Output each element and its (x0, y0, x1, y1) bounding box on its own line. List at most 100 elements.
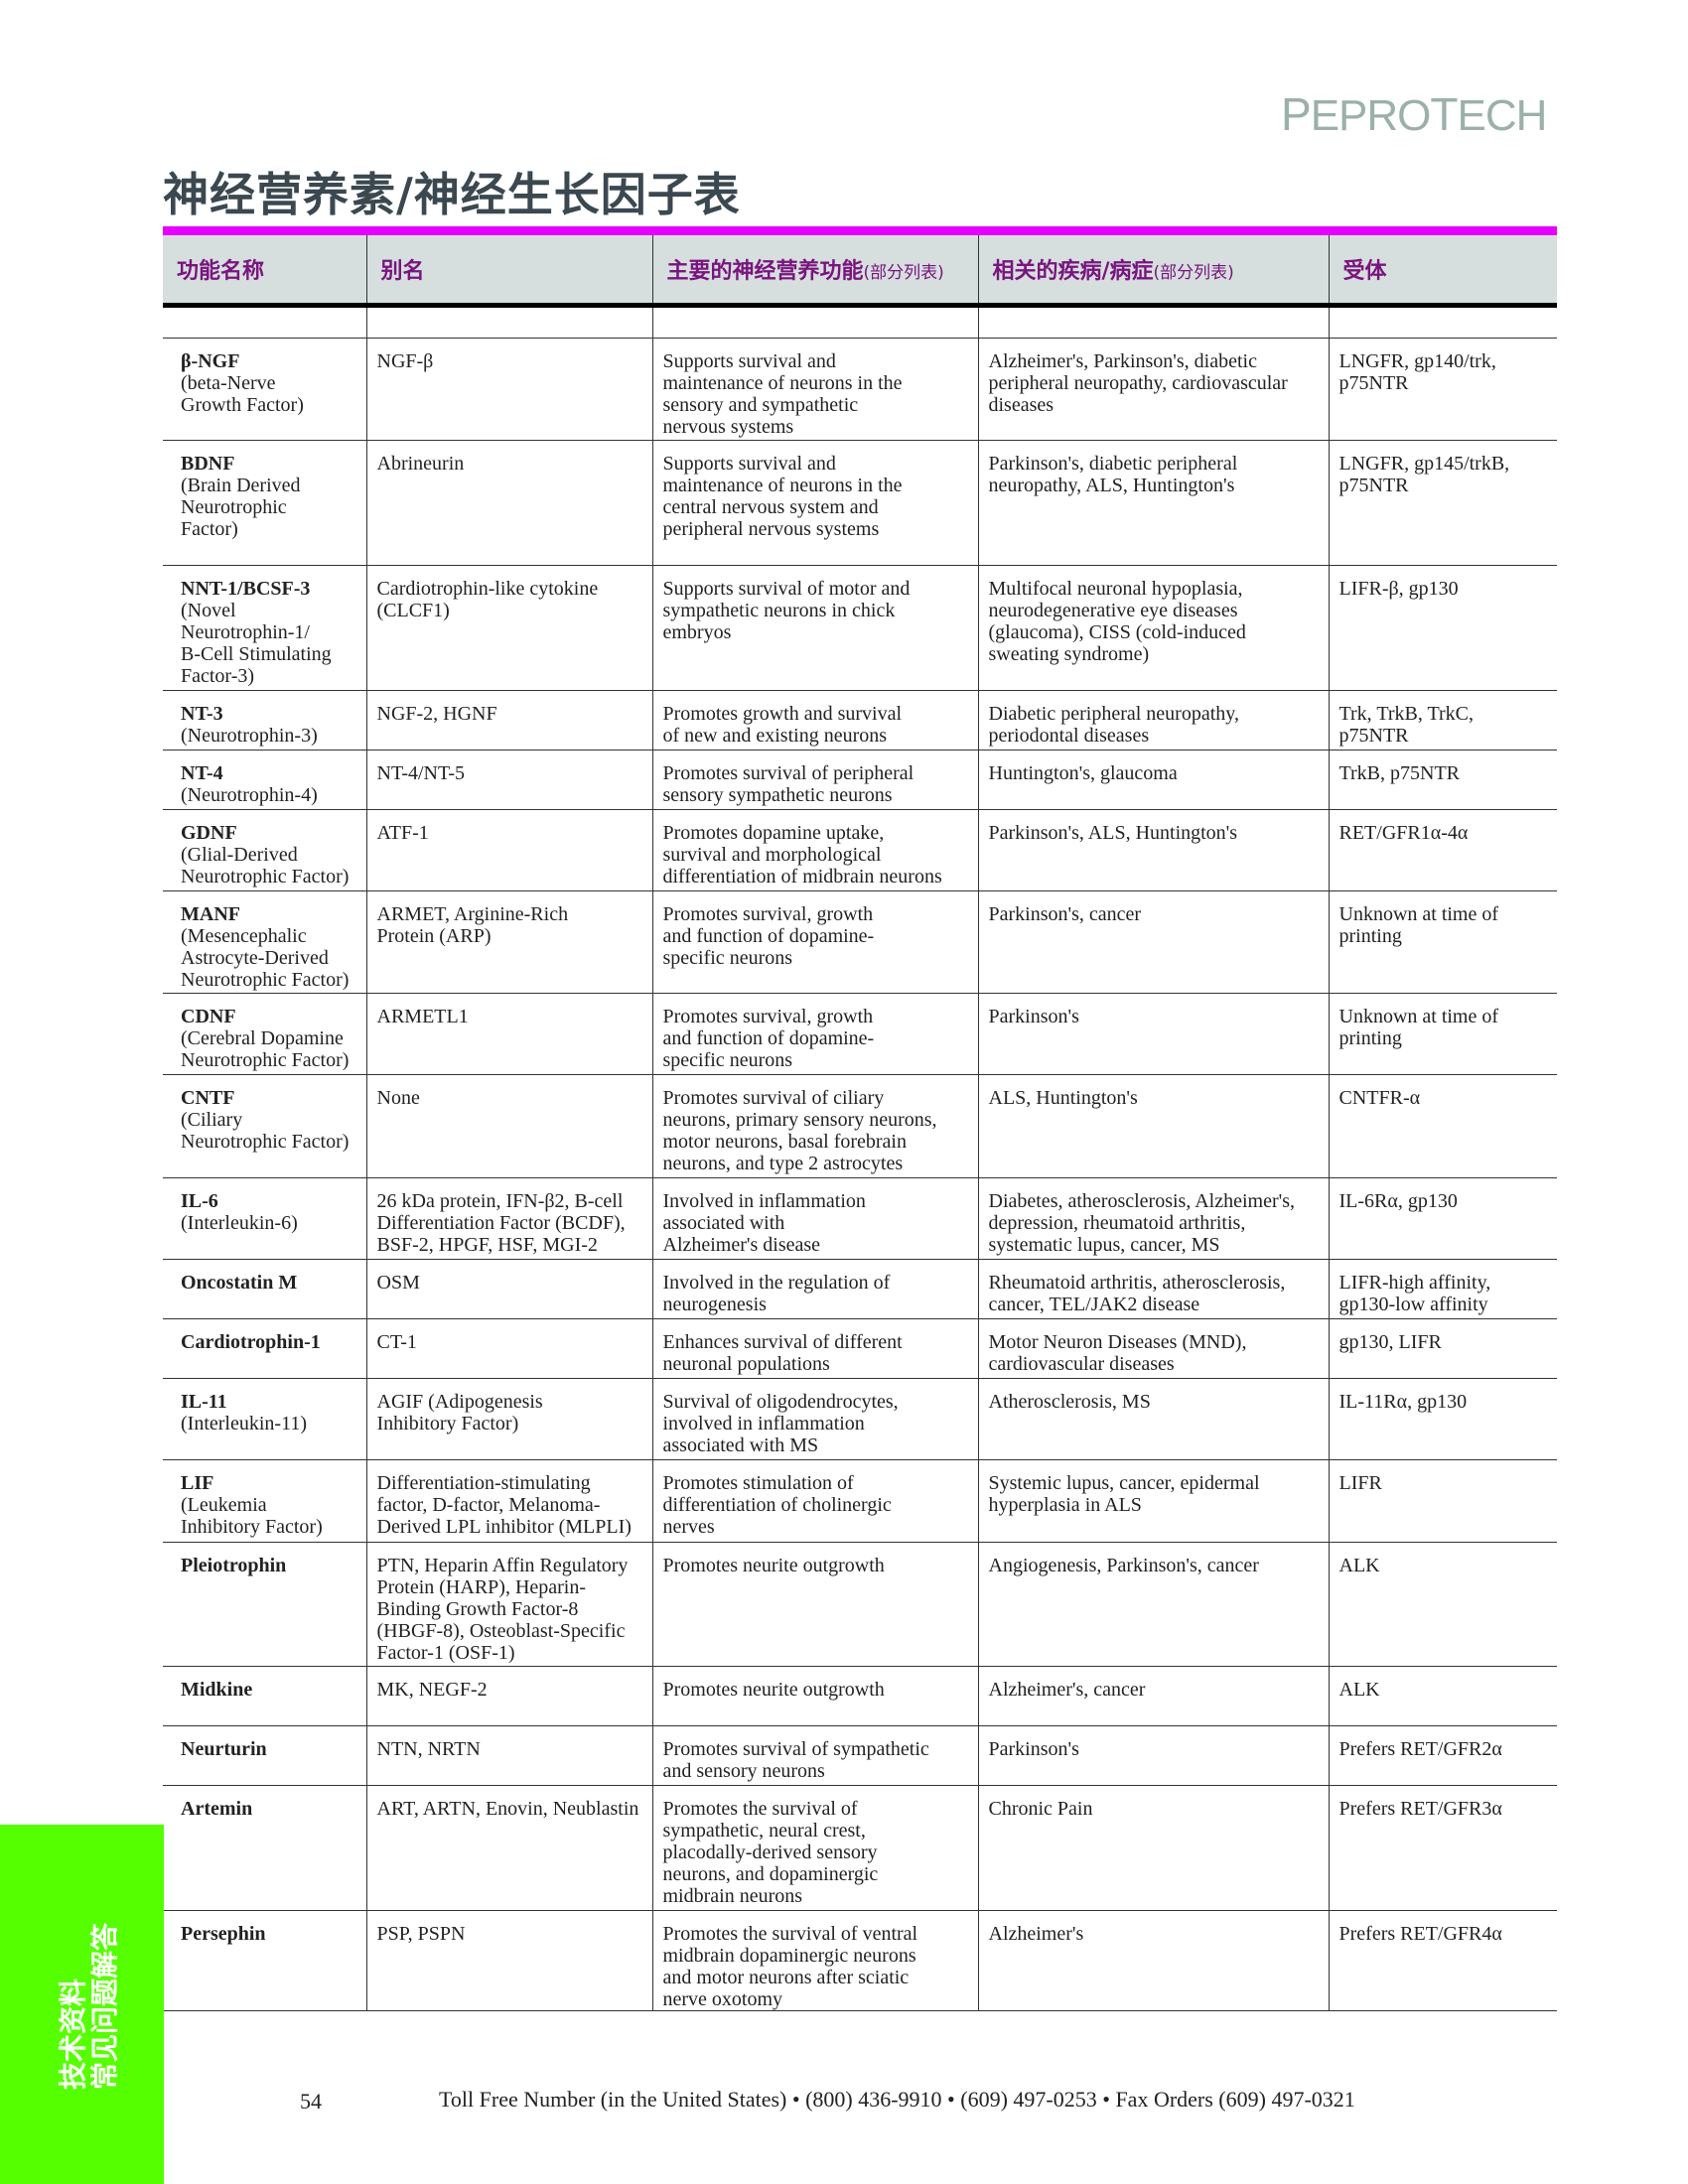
factor-full-name: (Ciliary Neurotrophic Factor) (181, 1109, 350, 1153)
cell-factor-name: NT-3 (Neurotrophin-3) (163, 690, 366, 751)
cell-factor-name: Oncostatin M (163, 1259, 366, 1319)
header-receptor: 受体 (1328, 235, 1557, 308)
page-title: 神经营养素/神经生长因子表 (163, 168, 741, 221)
cell-disease: Alzheimer's, Parkinson's, diabetic perip… (977, 338, 1329, 441)
cell-function: Supports survival and maintenance of neu… (651, 440, 978, 566)
cell-factor-name: IL-6 (Interleukin-6) (163, 1177, 366, 1260)
cell-function: Supports survival and maintenance of neu… (651, 338, 978, 441)
cell-disease: Multifocal neuronal hypoplasia, neurodeg… (977, 565, 1329, 691)
page-number: 54 (300, 2089, 322, 2114)
cell-receptor: LIFR (1328, 1459, 1557, 1543)
cell-factor-name: Midkine (163, 1666, 366, 1726)
factor-abbrev: NT-4 (181, 762, 223, 784)
table-row: NT-4 (Neurotrophin-4) NT-4/NT-5 Promotes s… (163, 750, 1557, 810)
cell-factor-name: MANF (Mesencephalic Astrocyte-Derived Ne… (163, 890, 366, 994)
cell-alias: None (365, 1074, 652, 1178)
factor-abbrev: IL-11 (181, 1391, 227, 1413)
neurotrophin-table: 功能名称 别名 主要的神经营养功能(部分列表) 相关的疾病/病症(部分列表) 受… (163, 235, 1557, 2011)
cell-factor-name: BDNF (Brain Derived Neurotrophic Factor) (163, 440, 366, 566)
cell-factor-name: Artemin (163, 1785, 366, 1911)
factor-full-name: (Leukemia Inhibitory Factor) (181, 1494, 323, 1538)
header-note: (部分列表) (863, 263, 944, 283)
cell-disease: Parkinson's, cancer (977, 890, 1329, 994)
cell-factor-name: Cardiotrophin-1 (163, 1318, 366, 1379)
cell-factor-name: Pleiotrophin (163, 1542, 366, 1667)
cell-receptor: Unknown at time of printing (1328, 993, 1557, 1075)
cell-disease: Huntington's, glaucoma (977, 750, 1329, 810)
cell-disease: Parkinson's, diabetic peripheral neuropa… (977, 440, 1329, 566)
factor-abbrev: β-NGF (181, 350, 240, 372)
table-row: IL-6 (Interleukin-6) 26 kDa protein, IFN-… (163, 1177, 1557, 1260)
cell-alias: ATF-1 (365, 809, 652, 891)
header-function: 主要的神经营养功能(部分列表) (651, 235, 978, 308)
cell-factor-name: CNTF (Ciliary Neurotrophic Factor) (163, 1074, 366, 1178)
header-note: (部分列表) (1153, 263, 1234, 283)
cell-disease: Chronic Pain (977, 1785, 1329, 1911)
cell-alias: NTN, NRTN (365, 1725, 652, 1786)
factor-full-name: (Neurotrophin-4) (181, 784, 318, 806)
factor-abbrev: NNT-1/BCSF-3 (181, 578, 311, 600)
cell-function: Supports survival of motor and sympathet… (651, 565, 978, 691)
factor-full-name: (Novel Neurotrophin-1/ B-Cell Stimulatin… (181, 600, 332, 687)
cell-disease: Systemic lupus, cancer, epidermal hyperp… (977, 1459, 1329, 1543)
factor-abbrev: BDNF (181, 453, 235, 475)
cell-disease: Alzheimer's (977, 1910, 1329, 2011)
cell-receptor: RET/GFR1α-4α (1328, 809, 1557, 891)
cell-disease: ALS, Huntington's (977, 1074, 1329, 1178)
header-alias: 别名 (365, 235, 652, 308)
cell-function: Promotes neurite outgrowth (651, 1542, 978, 1667)
cell-disease: Parkinson's (977, 993, 1329, 1075)
cell-alias: Differentiation-stimulating factor, D-fa… (365, 1459, 652, 1543)
factor-abbrev: CNTF (181, 1087, 235, 1109)
factor-full-name: (beta-Nerve Growth Factor) (181, 372, 304, 416)
table-row: β-NGF (beta-Nerve Growth Factor) NGF-β Sup… (163, 338, 1557, 441)
factor-abbrev: GDNF (181, 822, 237, 844)
table-row: NT-3 (Neurotrophin-3) NGF-2, HGNF Promotes… (163, 690, 1557, 751)
cell-receptor: CNTFR-α (1328, 1074, 1557, 1178)
cell-factor-name: IL-11 (Interleukin-11) (163, 1378, 366, 1460)
cell-factor-name: LIF (Leukemia Inhibitory Factor) (163, 1459, 366, 1543)
table-row: CNTF (Ciliary Neurotrophic Factor) None Pr… (163, 1074, 1557, 1178)
header-label: 别名 (380, 259, 425, 284)
cell-receptor: Prefers RET/GFR4α (1328, 1910, 1557, 2011)
cell-function: Promotes survival of sympathetic and sen… (651, 1725, 978, 1786)
factor-full-name: (Interleukin-6) (181, 1212, 298, 1234)
cell-function: Promotes the survival of ventral midbrai… (651, 1910, 978, 2011)
cell-function: Involved in inflammation associated with… (651, 1177, 978, 1260)
cell-disease: Atherosclerosis, MS (977, 1378, 1329, 1460)
factor-abbrev: Neurturin (181, 1738, 267, 1760)
table-row: GDNF (Glial-Derived Neurotrophic Factor)… (163, 809, 1557, 891)
cell-alias: PTN, Heparin Affin Regulatory Protein (H… (365, 1542, 652, 1667)
cell-receptor: Prefers RET/GFR2α (1328, 1725, 1557, 1786)
table-row: Oncostatin M OSM Involved in the regulatio… (163, 1259, 1557, 1319)
cell-function: Promotes growth and survival of new and … (651, 690, 978, 751)
cell-function: Survival of oligodendrocytes, involved i… (651, 1378, 978, 1460)
cell-disease: Diabetic peripheral neuropathy, periodon… (977, 690, 1329, 751)
table-row: IL-11 (Interleukin-11) AGIF (Adipogenesis… (163, 1378, 1557, 1460)
side-section-tab (0, 1825, 164, 2184)
table-row: MANF (Mesencephalic Astrocyte-Derived Ne… (163, 890, 1557, 994)
cell-receptor: Prefers RET/GFR3α (1328, 1785, 1557, 1911)
cell-function: Promotes survival of peripheral sensory … (651, 750, 978, 810)
table-row: CDNF (Cerebral Dopamine Neurotrophic Fac… (163, 993, 1557, 1075)
cell-disease: Alzheimer's, cancer (977, 1666, 1329, 1726)
cell-alias: NGF-β (365, 338, 652, 441)
factor-abbrev: Oncostatin M (181, 1272, 298, 1294)
cell-alias: Abrineurin (365, 440, 652, 566)
cell-receptor: ALK (1328, 1666, 1557, 1726)
header-label: 主要的神经营养功能 (666, 259, 864, 284)
table-row: NNT-1/BCSF-3 (Novel Neurotrophin-1/ B-Ce… (163, 565, 1557, 691)
factor-abbrev: IL-6 (181, 1190, 218, 1212)
cell-factor-name: β-NGF (beta-Nerve Growth Factor) (163, 338, 366, 441)
cell-factor-name: NT-4 (Neurotrophin-4) (163, 750, 366, 810)
cell-function: Involved in the regulation of neurogenes… (651, 1259, 978, 1319)
footer-contact: Toll Free Number (in the United States) … (439, 2087, 1355, 2112)
cell-factor-name: CDNF (Cerebral Dopamine Neurotrophic Fac… (163, 993, 366, 1075)
factor-abbrev: Persephin (181, 1923, 266, 1945)
factor-full-name: (Brain Derived Neurotrophic Factor) (181, 475, 301, 540)
table-row: Pleiotrophin PTN, Heparin Affin Regulator… (163, 1542, 1557, 1667)
header-label: 相关的疾病/病症 (992, 259, 1154, 284)
cell-factor-name: Neurturin (163, 1725, 366, 1786)
cell-receptor: LIFR-β, gp130 (1328, 565, 1557, 691)
accent-bar (163, 226, 1557, 235)
